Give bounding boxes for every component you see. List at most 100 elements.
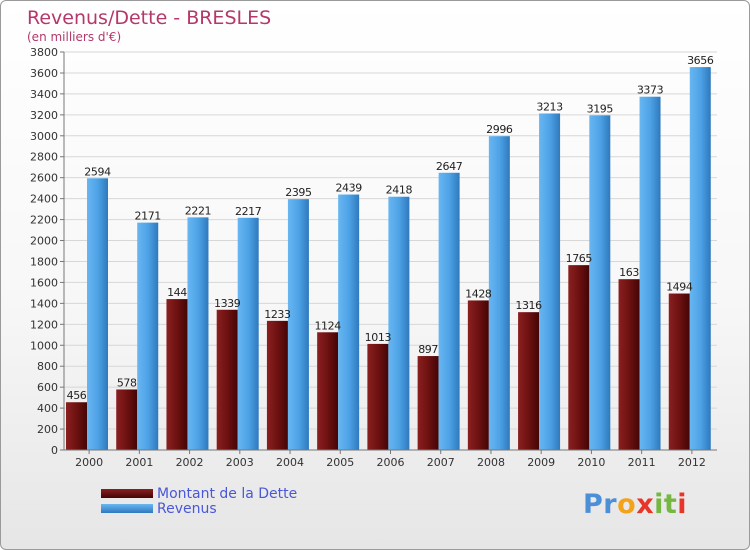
data-label-dette: 1124 — [314, 319, 341, 332]
data-label-dette: 1494 — [666, 281, 693, 294]
bar-revenus — [689, 67, 711, 451]
data-label-dette: 1013 — [365, 331, 392, 344]
y-tick-label: 3000 — [30, 130, 58, 143]
chart-title: Revenus/Dette - BRESLES — [27, 7, 272, 29]
legend-swatch-revenus — [101, 504, 153, 513]
bar-dette — [166, 299, 188, 450]
bar-revenus — [87, 178, 108, 451]
y-tick-label: 200 — [37, 423, 58, 436]
data-label-dette: 1339 — [214, 297, 241, 310]
data-label-dette: 578 — [117, 376, 137, 389]
bar-dette — [216, 309, 238, 450]
data-label-dette: 1316 — [515, 299, 542, 312]
data-label-revenus: 3195 — [587, 102, 614, 115]
x-tick-label: 2007 — [427, 456, 455, 469]
y-tick-label: 600 — [37, 381, 58, 394]
data-label-revenus: 2439 — [335, 182, 362, 195]
data-label-revenus: 2647 — [436, 160, 463, 173]
x-tick-label: 2012 — [678, 456, 706, 469]
y-tick-label: 3600 — [30, 67, 58, 80]
bar-revenus — [488, 136, 510, 450]
bar-dette — [467, 300, 489, 450]
y-tick-label: 3800 — [30, 46, 58, 59]
y-tick-label: 2800 — [30, 151, 58, 164]
bar-revenus — [388, 196, 410, 450]
data-label-dette: 897 — [418, 343, 438, 356]
logo-letter: r — [603, 489, 618, 520]
x-tick-label: 2000 — [75, 456, 103, 469]
data-label-revenus: 2996 — [486, 123, 513, 136]
bar-dette — [116, 389, 138, 450]
bar-revenus — [137, 222, 159, 450]
bar-revenus — [539, 113, 561, 450]
y-tick-label: 1200 — [30, 318, 58, 331]
data-label-revenus: 3373 — [637, 84, 664, 97]
bar-dette — [668, 293, 690, 450]
y-tick-label: 1400 — [30, 297, 58, 310]
x-tick-label: 2001 — [125, 456, 153, 469]
y-tick-label: 0 — [51, 444, 58, 457]
data-label-dette: 1233 — [264, 308, 291, 321]
logo-letter: i — [654, 489, 664, 520]
data-label-dette: 1765 — [566, 252, 593, 265]
x-tick-label: 2005 — [326, 456, 354, 469]
data-label-revenus: 2171 — [135, 210, 161, 223]
y-tick-label: 1600 — [30, 276, 58, 289]
bar-dette — [66, 402, 87, 450]
y-tick-label: 3200 — [30, 109, 58, 122]
data-label-dette: 1428 — [465, 287, 492, 300]
y-tick-label: 3400 — [30, 88, 58, 101]
logo-letter: P — [583, 489, 604, 520]
y-tick-label: 2600 — [30, 172, 58, 185]
bar-revenus — [187, 217, 209, 450]
bar-dette — [618, 279, 640, 450]
bar-revenus — [589, 115, 611, 451]
bar-dette — [417, 356, 439, 450]
x-tick-label: 2011 — [628, 456, 656, 469]
data-label-revenus: 3656 — [687, 54, 714, 67]
data-label-dette: 163 — [619, 266, 639, 279]
x-tick-label: 2008 — [477, 456, 505, 469]
logo-letter: x — [636, 489, 655, 520]
x-tick-label: 2004 — [276, 456, 304, 469]
data-label-revenus: 3213 — [536, 100, 563, 113]
bar-revenus — [237, 217, 259, 450]
bar-dette — [266, 320, 288, 450]
y-tick-label: 1800 — [30, 255, 58, 268]
data-label-revenus: 2418 — [386, 184, 413, 197]
y-tick-label: 2400 — [30, 193, 58, 206]
legend-swatch-dette — [101, 489, 153, 498]
bar-revenus — [338, 194, 360, 450]
bar-revenus — [639, 96, 661, 451]
x-tick-label: 2009 — [527, 456, 555, 469]
legend-label-revenus: Revenus — [157, 501, 217, 517]
y-tick-label: 2000 — [30, 235, 58, 248]
data-label-revenus: 2594 — [84, 165, 111, 178]
logo-letter: t — [663, 489, 678, 520]
bar-dette — [367, 343, 389, 450]
data-label-revenus: 2217 — [235, 205, 262, 218]
x-tick-label: 2003 — [226, 456, 254, 469]
y-tick-label: 400 — [37, 402, 58, 415]
y-tick-label: 800 — [37, 360, 58, 373]
bar-revenus — [287, 199, 309, 450]
x-tick-label: 2002 — [176, 456, 204, 469]
legend-label-dette: Montant de la Dette — [157, 486, 298, 502]
bar-dette — [317, 332, 339, 450]
bar-dette — [568, 265, 590, 450]
y-tick-label: 1000 — [30, 339, 58, 352]
x-tick-label: 2010 — [577, 456, 605, 469]
logo-letter: i — [677, 489, 688, 520]
data-label-revenus: 2221 — [185, 204, 211, 217]
x-tick-label: 2006 — [377, 456, 405, 469]
proxiti-logo: Proxiti — [583, 489, 687, 520]
bar-dette — [518, 312, 540, 450]
data-label-dette: 144 — [167, 286, 187, 299]
y-tick-label: 2200 — [30, 214, 58, 227]
logo-letter: o — [617, 489, 637, 520]
data-label-dette: 456 — [67, 389, 87, 402]
bar-revenus — [438, 172, 460, 450]
chart-subtitle: (en milliers d'€) — [27, 30, 122, 44]
